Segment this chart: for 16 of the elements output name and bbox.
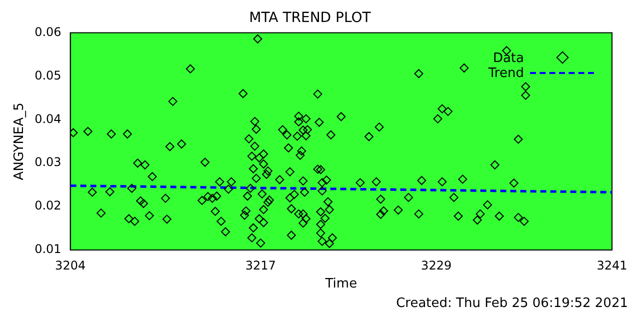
y-tick-label: 0.04: [34, 112, 62, 126]
y-tick-label: 0.02: [34, 198, 62, 213]
text: Created: Thu Feb 25 06:19:52 2021: [396, 296, 628, 311]
y-tick-label: 0.05: [34, 68, 62, 82]
x-tick-label: 3204: [55, 258, 86, 272]
series-label: Data: [492, 50, 524, 66]
y-tick-label: 0.03: [34, 155, 62, 170]
y-axis-title: ANGYNEA_5: [12, 102, 28, 180]
x-tick-label: 3217: [245, 258, 276, 272]
chart-title: MTA TREND PLOT: [249, 10, 372, 26]
y-tick-label: 0.01: [34, 242, 62, 256]
x-axis-title: Time: [324, 276, 358, 292]
x-tick-label: 3241: [596, 258, 628, 272]
x-tick-label: 3229: [421, 258, 452, 272]
legend-label: Trend: [488, 66, 524, 81]
y-tick-label: 0.06: [34, 24, 62, 39]
